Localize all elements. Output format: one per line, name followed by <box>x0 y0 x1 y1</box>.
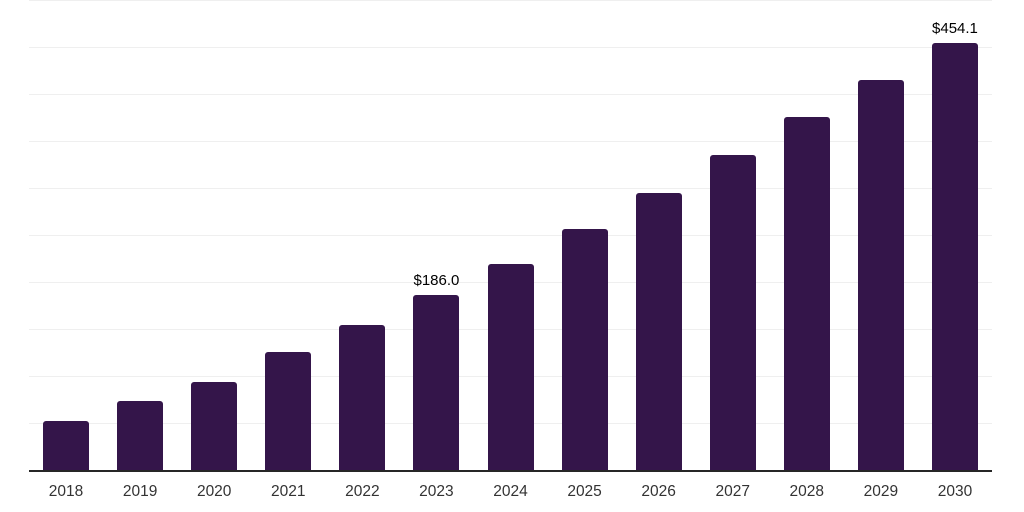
x-tick-2027: 2027 <box>715 483 750 500</box>
bar-2021 <box>265 351 312 470</box>
x-tick-2026: 2026 <box>641 483 676 500</box>
bar-2022 <box>339 325 386 470</box>
bar-2019 <box>117 401 164 470</box>
x-tick-2025: 2025 <box>567 483 602 500</box>
x-tick-2019: 2019 <box>122 483 158 500</box>
x-tick-2018: 2018 <box>48 483 84 500</box>
gridline-400 <box>29 94 992 95</box>
x-tick-2024: 2024 <box>493 483 528 500</box>
bar-2024 <box>487 263 534 470</box>
gridline-500 <box>29 0 992 1</box>
x-axis-line <box>29 470 992 472</box>
data-label-2030: $454.1 <box>932 20 978 38</box>
bar-2027 <box>709 155 756 470</box>
bar-2025 <box>561 228 608 470</box>
gridline-450 <box>29 47 992 48</box>
bar-2018 <box>43 420 90 470</box>
bar-2020 <box>191 381 238 470</box>
x-tick-2028: 2028 <box>789 483 825 500</box>
gridline-250 <box>29 235 992 236</box>
bar-2030 <box>931 43 978 470</box>
x-tick-2030: 2030 <box>937 483 973 500</box>
bar-2029 <box>857 80 904 470</box>
bar-2028 <box>783 116 830 470</box>
x-tick-2023: 2023 <box>419 483 454 500</box>
bar-2023 <box>413 295 460 470</box>
data-label-2023: $186.0 <box>413 272 460 290</box>
gridline-300 <box>29 188 992 189</box>
x-tick-2022: 2022 <box>345 483 380 500</box>
x-tick-2029: 2029 <box>863 483 899 500</box>
x-tick-2020: 2020 <box>196 483 232 500</box>
x-tick-2021: 2021 <box>271 483 306 500</box>
plot-area: $186.0 $454.1 <box>29 0 992 470</box>
gridline-350 <box>29 141 992 142</box>
x-axis-tick-labels: 2018 2019 2020 2021 2022 2023 2024 2025 2026 2027… <box>29 483 992 503</box>
bar-2026 <box>635 192 682 470</box>
